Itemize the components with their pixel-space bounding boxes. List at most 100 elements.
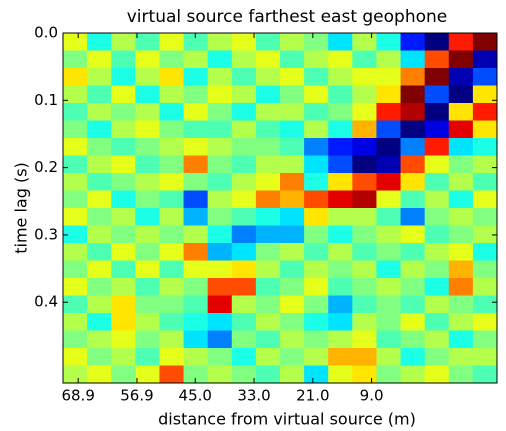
cell [87,173,112,191]
cell [424,103,450,121]
cell [255,225,281,244]
cell [328,365,353,384]
cell [448,190,474,209]
cell [207,208,233,226]
cell [424,365,450,384]
cell [207,330,233,349]
cell [376,33,402,51]
cell [135,103,160,121]
cell [400,138,426,156]
cell [472,260,498,279]
cell [111,50,136,69]
cell [63,173,88,191]
cell [448,138,474,156]
cell [328,243,353,261]
cell [231,243,257,261]
cell [87,278,112,296]
cell [400,208,426,226]
cell [280,190,305,209]
cell [135,50,160,69]
cell [352,120,377,139]
cell [231,330,257,349]
cell [304,50,329,69]
cell [159,243,185,261]
cell [159,295,185,314]
cell [448,33,474,51]
cell [135,155,160,174]
cell [207,120,233,139]
cell [304,348,329,366]
cell [376,295,402,314]
cell [183,190,209,209]
cell [207,348,233,366]
cell [400,330,426,349]
cell [304,103,329,121]
cell [87,85,112,104]
cell [424,190,450,209]
cell [135,260,160,279]
cell [87,68,112,86]
cell [231,103,257,121]
cell [304,173,329,191]
cell [400,243,426,261]
cell [424,33,450,51]
cell [231,348,257,366]
cell [280,278,305,296]
cell [304,295,329,314]
cell [352,138,377,156]
cell [472,243,498,261]
cell [448,68,474,86]
cell [328,278,353,296]
cell [400,120,426,139]
cell [472,103,498,121]
cell [183,208,209,226]
cell [472,225,498,244]
cell [231,85,257,104]
y-tick-label: 0.2 [34,158,58,176]
x-tick-label: 21.0 [296,387,329,405]
cell [183,313,209,331]
cell [400,68,426,86]
cell [231,278,257,296]
cell [207,190,233,209]
cell [328,208,353,226]
cell [87,50,112,69]
cell [183,348,209,366]
cell [207,33,233,51]
cell [448,173,474,191]
cell [135,330,160,349]
cell [328,33,353,51]
cell [376,173,402,191]
cell [63,33,88,51]
cell [255,103,281,121]
cell [424,173,450,191]
cell [231,208,257,226]
cell [135,120,160,139]
cell [448,295,474,314]
cell [159,120,185,139]
cell [63,190,88,209]
cell [448,50,474,69]
x-tick-label: 68.9 [61,387,94,405]
cell [87,365,112,384]
cell [207,50,233,69]
cell [255,313,281,331]
cell [159,103,185,121]
cell [424,295,450,314]
cell [328,190,353,209]
cell [159,68,185,86]
cell [135,278,160,296]
cell [63,68,88,86]
cell [472,348,498,366]
cell [472,173,498,191]
cell [280,50,305,69]
cell [400,190,426,209]
cell [183,120,209,139]
cell [183,50,209,69]
cell [255,155,281,174]
cell [352,33,377,51]
cell [424,225,450,244]
cell [304,68,329,86]
cell [111,365,136,384]
cell [328,225,353,244]
